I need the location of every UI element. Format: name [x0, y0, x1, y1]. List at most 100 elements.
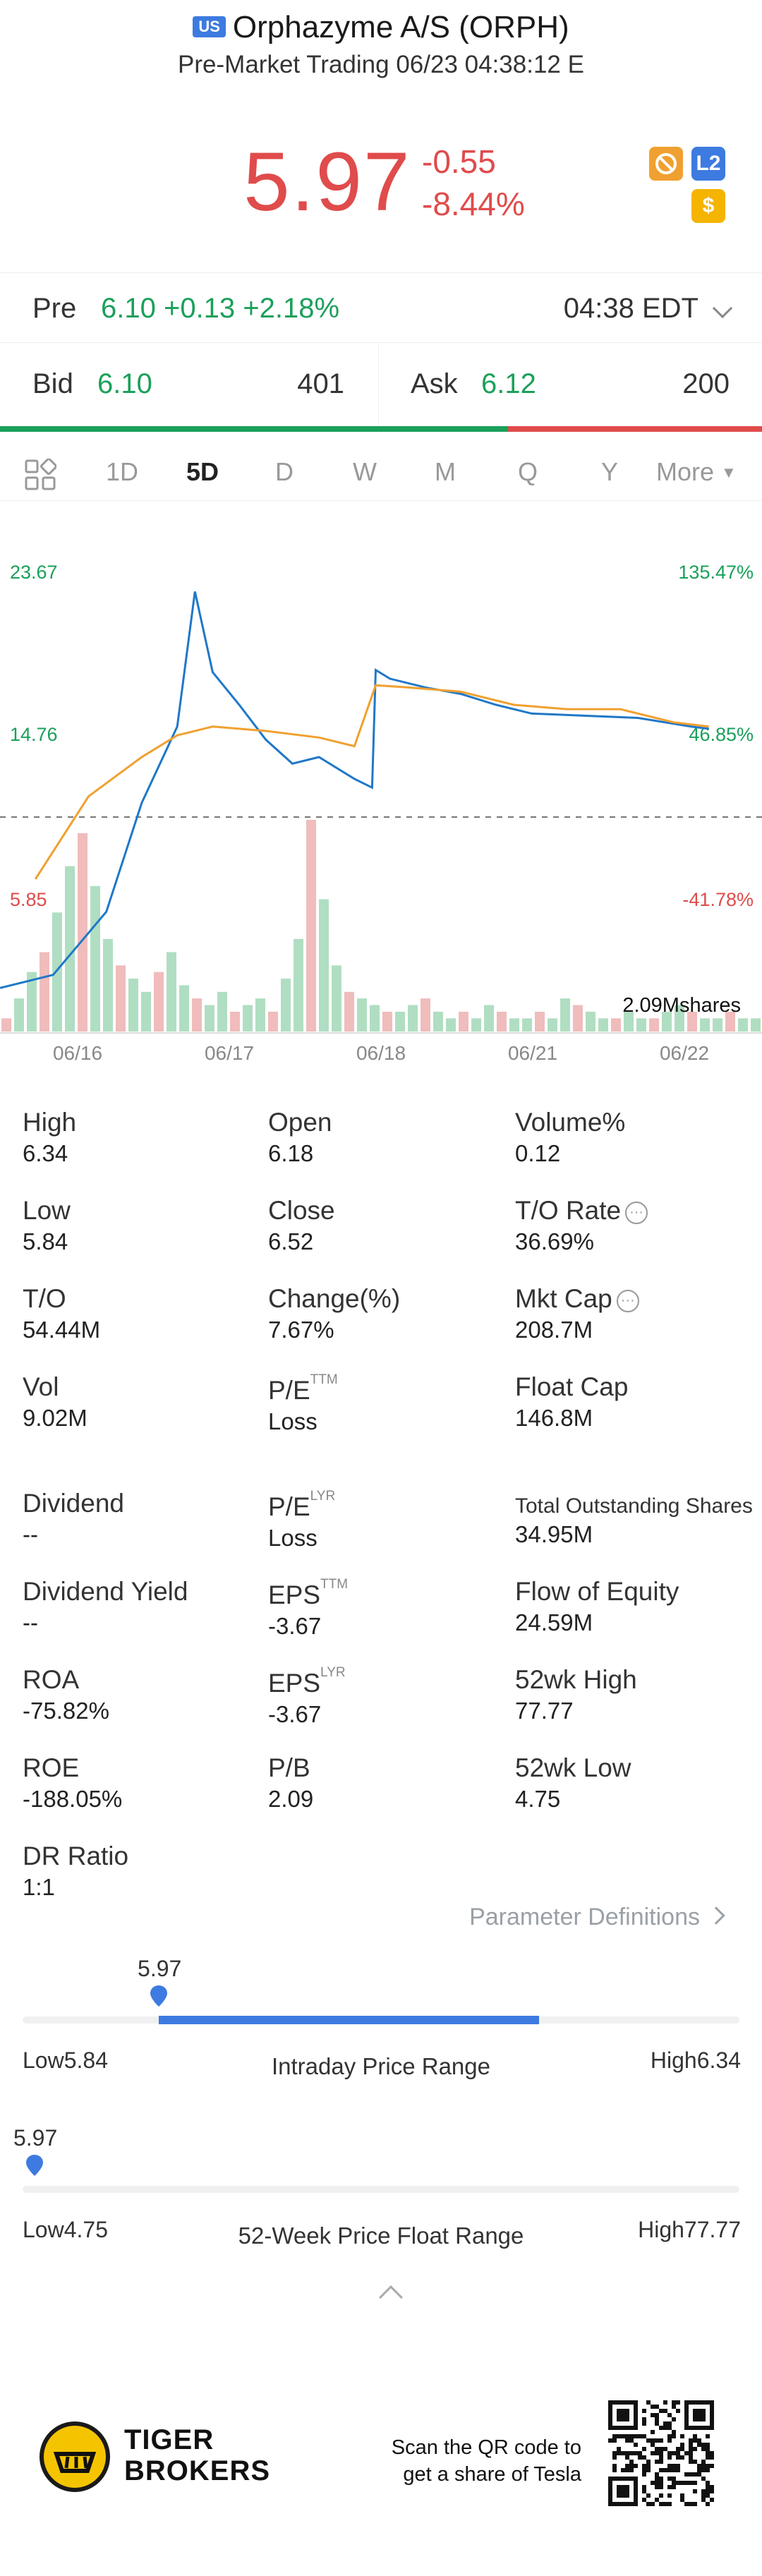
qr-code-icon[interactable]	[608, 2400, 714, 2506]
chevron-down-icon[interactable]	[712, 298, 733, 319]
stat-sup: LYR	[310, 1489, 336, 1504]
stat-label: Close	[268, 1196, 335, 1225]
volume-bar	[306, 820, 316, 1032]
ask-size: 200	[682, 368, 730, 399]
stat-high: High 6.34	[23, 1108, 262, 1167]
y-mid-label: 14.76	[10, 724, 58, 745]
location-pin-icon	[25, 2155, 43, 2176]
y-max-pct-label: 135.47%	[678, 562, 754, 583]
ask-box: Ask 6.12 200	[380, 344, 762, 432]
price-line	[0, 591, 709, 989]
stat-change: Change(%) 7.67%	[268, 1284, 508, 1343]
stat-eps-lyr: EPSLYR -3.67	[268, 1665, 508, 1728]
week52-range: 5.97 Low4.75 52-Week Price Float Range H…	[0, 2125, 762, 2252]
volume-bar	[319, 899, 329, 1032]
intraday-high-label: High6.34	[650, 2048, 741, 2073]
premarket-row[interactable]: Pre 6.10 +0.13 +2.18% 04:38 EDT	[0, 272, 762, 343]
dollar-icon[interactable]: $	[691, 189, 725, 223]
volume-bar	[255, 998, 265, 1032]
stat-mkt-cap[interactable]: Mkt Cap ··· 208.7M	[515, 1284, 755, 1343]
stat-value: 77.77	[515, 1698, 574, 1724]
stat-value: 6.34	[23, 1140, 68, 1166]
volume-bar	[141, 991, 151, 1032]
volume-bar	[446, 1018, 456, 1032]
volume-bar	[433, 1011, 443, 1032]
volume-bar	[217, 991, 227, 1032]
stat-value: 2.09	[268, 1786, 314, 1812]
volume-bar	[624, 1011, 634, 1032]
tiger-logo-icon	[40, 2421, 110, 2492]
volume-bar	[179, 985, 189, 1032]
stat-value: --	[23, 1609, 38, 1635]
stat-value: 4.75	[515, 1786, 561, 1812]
volume-bar	[281, 979, 291, 1032]
stat-low: Low 5.84	[23, 1196, 262, 1255]
volume-bar	[116, 965, 126, 1032]
parameter-definitions-link[interactable]: Parameter Definitions	[469, 1904, 725, 1931]
y-max-label: 23.67	[10, 562, 58, 583]
bid-price: 6.10	[97, 368, 152, 399]
stat-sup: TTM	[320, 1577, 349, 1592]
tab-d[interactable]: D	[275, 457, 294, 486]
stat-label: EPS	[268, 1580, 321, 1609]
volume-bar	[725, 1011, 735, 1032]
trading-session-status: Pre-Market Trading 06/23 04:38:12 E	[178, 51, 584, 78]
parameter-definitions-label: Parameter Definitions	[469, 1904, 700, 1930]
stat-vol: Vol 9.02M	[23, 1372, 262, 1432]
chart-layout-icon[interactable]	[24, 459, 56, 491]
stat-close: Close 6.52	[268, 1196, 508, 1255]
stat-dividend-yield: Dividend Yield --	[23, 1577, 262, 1636]
tab-m[interactable]: M	[435, 457, 456, 486]
volume-bar	[78, 833, 87, 1032]
stat-label: ROE	[23, 1753, 80, 1782]
volume-bar	[586, 1011, 595, 1032]
volume-bar	[103, 938, 113, 1032]
intraday-fill	[159, 2016, 539, 2024]
volume-bar	[294, 938, 303, 1032]
week52-title: 52-Week Price Float Range	[238, 2223, 524, 2249]
price-change-percent: -8.44%	[422, 186, 525, 222]
volume-bar	[395, 1011, 405, 1032]
x-axis-ticks: 06/16 06/17 06/18 06/21 06/22	[53, 1042, 709, 1064]
info-icon[interactable]: ···	[625, 1202, 648, 1224]
stat-label: Dividend	[23, 1489, 124, 1518]
chevron-up-icon[interactable]	[379, 2285, 403, 2309]
stat-value: 5.84	[23, 1228, 68, 1254]
stat-roa: ROA -75.82%	[23, 1665, 262, 1724]
stat-label: Mkt Cap	[515, 1284, 612, 1313]
stat-label: Change(%)	[268, 1284, 401, 1313]
tab-more[interactable]: More ▼	[656, 457, 737, 487]
volume-bar	[700, 1018, 710, 1032]
volume-bar	[713, 1018, 722, 1032]
price-chart[interactable]: 23.67 135.47% 14.76 46.85% 5.85 -41.78% …	[0, 502, 762, 1081]
premarket-value: 6.10 +0.13 +2.18%	[101, 293, 340, 324]
stat-label: Flow of Equity	[515, 1577, 679, 1606]
stat-pb: P/B 2.09	[268, 1753, 508, 1813]
stat-label: Total Outstanding Shares	[515, 1494, 753, 1518]
info-icon[interactable]: ···	[616, 1290, 639, 1312]
stat-value: 146.8M	[515, 1405, 593, 1431]
stat-label: Vol	[23, 1372, 59, 1401]
tab-1d[interactable]: 1D	[106, 457, 139, 486]
volume-bar	[268, 1011, 278, 1032]
volume-bar	[548, 1018, 557, 1032]
tab-q[interactable]: Q	[518, 457, 538, 486]
volume-bar	[421, 998, 430, 1032]
bid-box: Bid 6.10 401	[0, 344, 379, 432]
volume-bar	[662, 1011, 672, 1032]
location-pin-icon	[150, 1985, 168, 2007]
orange-badge-icon[interactable]	[649, 147, 683, 181]
stat-value: Loss	[268, 1525, 318, 1551]
stat-label: EPS	[268, 1669, 321, 1698]
stat-to-rate[interactable]: T/O Rate ··· 36.69%	[515, 1196, 755, 1255]
volume-bar	[90, 885, 100, 1032]
tab-5d[interactable]: 5D	[186, 457, 219, 486]
stat-value: 24.59M	[515, 1609, 593, 1635]
volume-bar	[497, 1011, 507, 1032]
tab-y[interactable]: Y	[601, 457, 619, 486]
stat-sup: TTM	[310, 1372, 338, 1387]
level2-icon[interactable]: L2	[691, 147, 725, 181]
stat-to: T/O 54.44M	[23, 1284, 262, 1343]
tab-w[interactable]: W	[353, 457, 377, 486]
stock-name: Orphazyme A/S (ORPH)	[232, 10, 569, 44]
